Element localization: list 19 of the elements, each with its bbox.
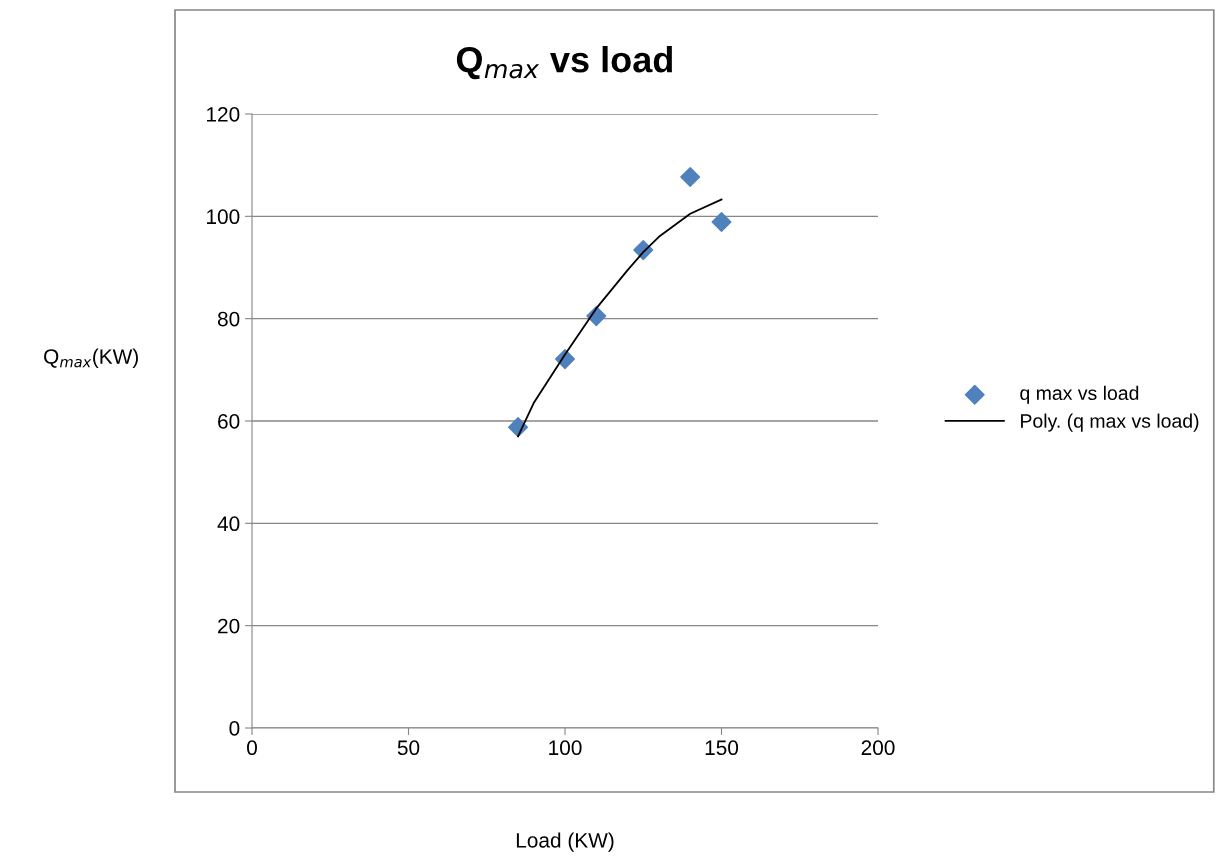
legend-label: Poly. (q max vs load) — [1021, 413, 1199, 432]
y-tick-label: 0 — [229, 721, 240, 736]
x-tick-label: 50 — [397, 740, 420, 756]
y-tick-label: 60 — [218, 414, 240, 429]
x-tick-label: 100 — [549, 740, 582, 756]
y-tick-label: 100 — [207, 209, 240, 225]
y-tick-label: 40 — [217, 516, 240, 532]
point — [680, 166, 701, 187]
y-axis-title: Q$_{max}$(KW) — [44, 348, 138, 369]
x-tick-label: 200 — [861, 740, 895, 756]
point — [711, 211, 732, 232]
y-tick-label: 120 — [207, 107, 240, 122]
legend-label: q max vs load — [1020, 385, 1139, 404]
y-tick-label: 80 — [217, 311, 240, 327]
x-axis-title: Load (KW) — [516, 832, 614, 852]
x-tick-label: 150 — [705, 740, 739, 756]
x-tick-label: 0 — [247, 740, 257, 756]
y-tick-label: 20 — [218, 618, 240, 634]
chart-title: Q$_{max}$ vs load — [456, 45, 672, 80]
